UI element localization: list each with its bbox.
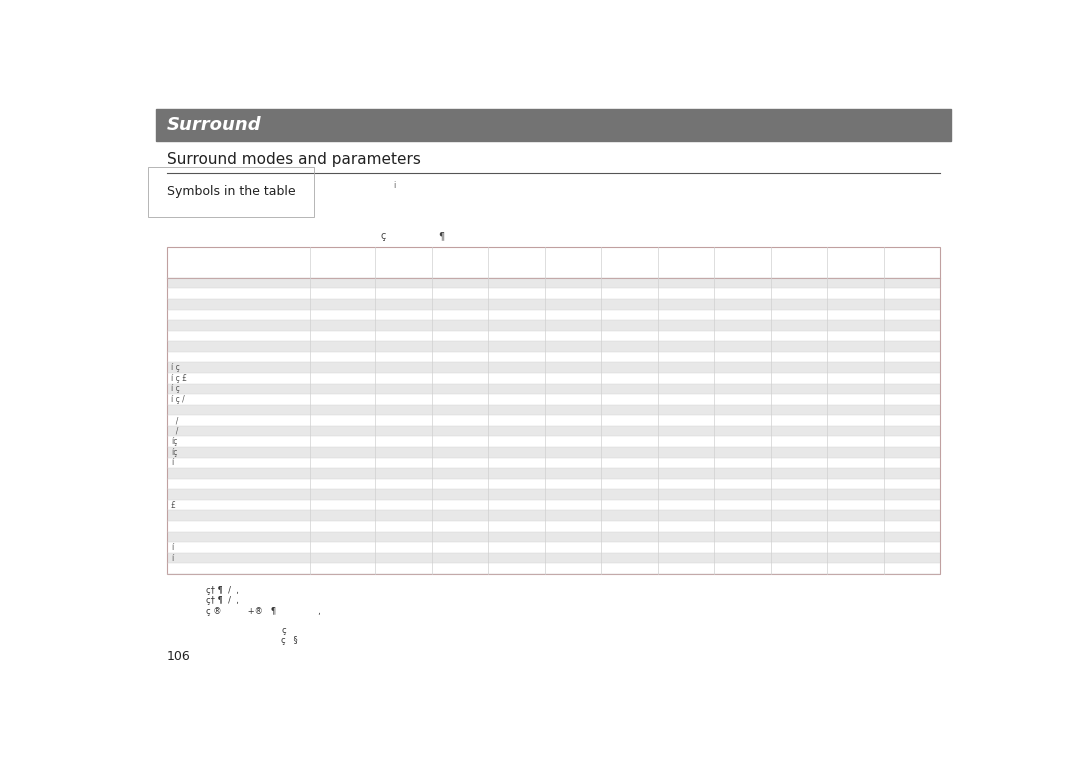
Text: /: / [171, 416, 178, 425]
Text: í: í [171, 543, 173, 552]
Bar [166, 288, 941, 299]
Bar [166, 436, 941, 447]
Bar [166, 447, 941, 458]
Text: íç: íç [171, 437, 177, 446]
Bar [166, 384, 941, 394]
Text: í ç £: í ç £ [171, 374, 187, 383]
Text: Surround modes and parameters: Surround modes and parameters [166, 152, 421, 167]
Text: ç   §: ç § [282, 636, 298, 645]
Bar [166, 247, 941, 574]
Text: í ç: í ç [171, 385, 179, 394]
Bar [166, 299, 941, 310]
Bar [166, 542, 941, 552]
Text: í ç: í ç [171, 363, 179, 372]
Bar [166, 489, 941, 500]
Bar [166, 404, 941, 415]
Bar [166, 362, 941, 373]
Bar [166, 278, 941, 288]
Text: íç: íç [171, 448, 177, 457]
Text: i: i [393, 182, 395, 191]
Text: í ç /: í ç / [171, 395, 185, 404]
Bar [166, 532, 941, 542]
Text: ç† ¶  /  ,: ç† ¶ / , [206, 586, 239, 594]
Text: í: í [171, 553, 173, 562]
Text: ç† ¶  /  ,: ç† ¶ / , [206, 596, 239, 605]
Bar [166, 552, 941, 563]
Bar [166, 310, 941, 320]
Text: ç: ç [282, 626, 286, 635]
Bar [166, 330, 941, 341]
Text: Surround: Surround [166, 116, 261, 134]
Bar [166, 415, 941, 426]
Bar [166, 478, 941, 489]
Bar [166, 521, 941, 532]
Text: Symbols in the table: Symbols in the table [166, 185, 296, 198]
Bar [166, 352, 941, 362]
Text: £: £ [171, 501, 176, 510]
Bar [166, 510, 941, 521]
Bar [166, 394, 941, 404]
Bar [166, 468, 941, 478]
Text: /: / [171, 427, 178, 436]
Text: ç: ç [380, 231, 386, 241]
Bar [166, 373, 941, 384]
Bar [166, 500, 941, 510]
Bar [166, 341, 941, 352]
Bar [156, 109, 951, 141]
Text: 106: 106 [166, 649, 190, 662]
Bar [166, 458, 941, 468]
Text: ç ®          +®   ¶                ,: ç ® +® ¶ , [206, 607, 321, 616]
Bar [166, 247, 941, 278]
Text: ¶: ¶ [438, 231, 444, 241]
Bar [166, 563, 941, 574]
Bar [166, 320, 941, 330]
Text: í: í [171, 459, 173, 468]
Bar [166, 426, 941, 436]
